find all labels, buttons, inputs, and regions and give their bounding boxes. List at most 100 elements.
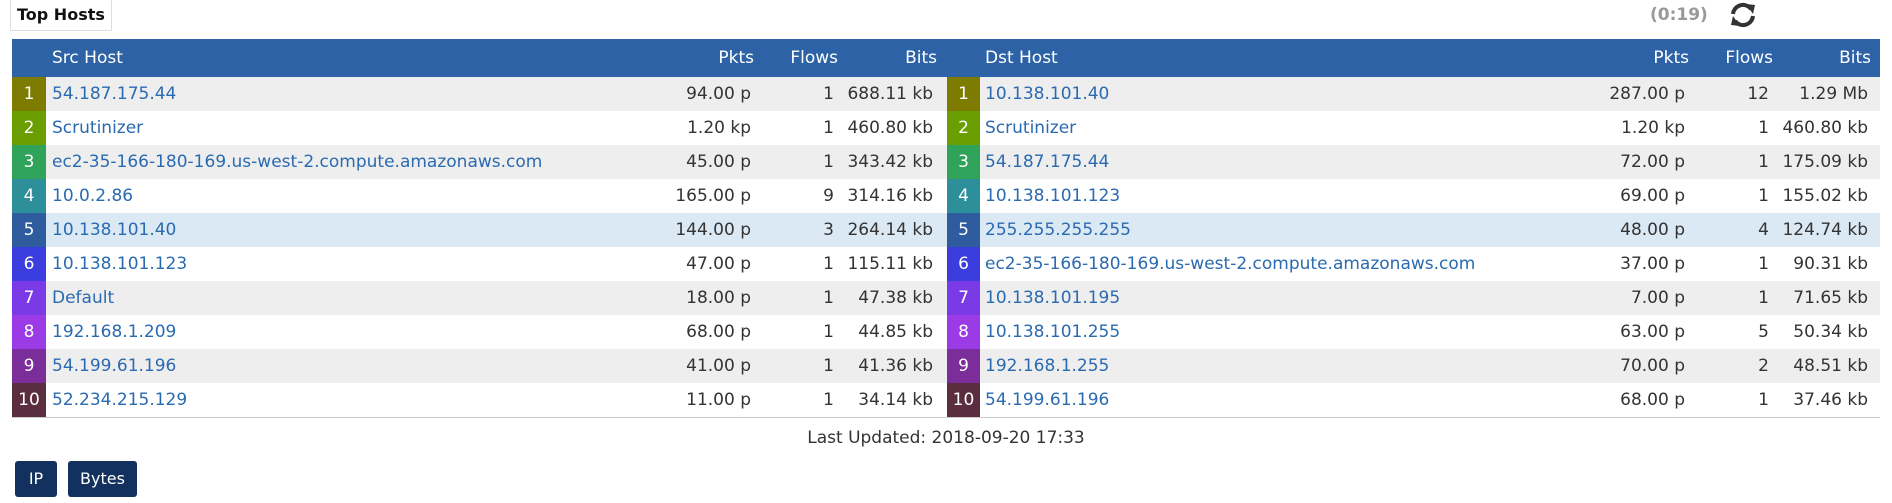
toggle-button[interactable]: Bytes [68,461,137,497]
host-link[interactable]: 54.187.175.44 [52,84,177,104]
host-link[interactable]: ec2-35-166-180-169.us-west-2.compute.ama… [985,254,1476,274]
host-link[interactable]: Scrutinizer [985,118,1077,138]
value-cell: 70.00 p [1620,356,1685,376]
value-cell: 18.00 p [686,288,751,308]
rank-cell: 8 [947,315,980,349]
toggle-button[interactable]: IP [15,461,57,497]
rank-cell: 6 [12,247,46,281]
value-cell: 69.00 p [1620,186,1685,206]
host-link[interactable]: 10.138.101.40 [52,220,177,240]
rank-cell: 7 [947,281,980,315]
refresh-button[interactable] [1728,1,1758,29]
value-cell: 1 [1758,152,1769,172]
host-link[interactable]: 54.199.61.196 [52,356,177,376]
host-link[interactable]: 10.138.101.123 [52,254,188,274]
host-link[interactable]: ec2-35-166-180-169.us-west-2.compute.ama… [52,152,543,172]
rank-cell: 1 [947,77,980,111]
value-cell: 287.00 p [1609,84,1685,104]
table-row [12,281,1880,315]
rank-cell: 5 [947,213,980,247]
value-cell: 48.00 p [1620,220,1685,240]
host-link[interactable]: 10.0.2.86 [52,186,134,206]
value-cell: 1 [823,288,834,308]
value-cell: 94.00 p [686,84,751,104]
value-cell: 68.00 p [686,322,751,342]
rank-cell: 9 [12,349,46,383]
column-header: Src Host [52,48,123,68]
host-link[interactable]: 54.187.175.44 [985,152,1110,172]
value-cell: 4 [1758,220,1769,240]
column-header: Flows [1725,48,1773,68]
column-header: Flows [790,48,838,68]
value-cell: 1 [823,152,834,172]
table-row [12,111,1880,145]
value-cell: 1 [823,322,834,342]
host-link[interactable]: 192.168.1.209 [52,322,177,342]
value-cell: 1 [823,356,834,376]
value-cell: 50.34 kb [1793,322,1868,342]
widget-title: Top Hosts [10,0,112,31]
host-link[interactable]: 255.255.255.255 [985,220,1132,240]
host-link[interactable]: 52.234.215.129 [52,390,188,410]
rank-cell: 4 [12,179,46,213]
value-cell: 1 [1758,186,1769,206]
rank-cell: 3 [947,145,980,179]
host-link[interactable]: Scrutinizer [52,118,144,138]
value-cell: 11.00 p [686,390,751,410]
rank-cell: 7 [12,281,46,315]
value-cell: 688.11 kb [847,84,933,104]
host-link[interactable]: 10.138.101.255 [985,322,1121,342]
table-row [12,145,1880,179]
host-link[interactable]: 54.199.61.196 [985,390,1110,410]
value-cell: 1 [823,118,834,138]
host-link[interactable]: Default [52,288,115,308]
value-cell: 12 [1747,84,1769,104]
host-link[interactable]: 10.138.101.123 [985,186,1121,206]
rank-cell: 2 [12,111,46,145]
column-header: Pkts [1653,48,1689,68]
rank-cell: 5 [12,213,46,247]
column-header: Bits [905,48,937,68]
column-header: Dst Host [985,48,1058,68]
value-cell: 115.11 kb [847,254,933,274]
value-cell: 1.20 kp [687,118,751,138]
host-link[interactable]: 192.168.1.255 [985,356,1110,376]
value-cell: 68.00 p [1620,390,1685,410]
value-cell: 124.74 kb [1782,220,1868,240]
value-cell: 3 [823,220,834,240]
value-cell: 264.14 kb [847,220,933,240]
table-row [12,77,1880,111]
value-cell: 90.31 kb [1793,254,1868,274]
value-cell: 1 [1758,118,1769,138]
column-header: Bits [1839,48,1871,68]
rank-cell: 6 [947,247,980,281]
value-cell: 37.00 p [1620,254,1685,274]
rank-cell: 4 [947,179,980,213]
value-cell: 1 [1758,390,1769,410]
value-cell: 47.00 p [686,254,751,274]
rank-cell: 10 [947,383,980,417]
value-cell: 44.85 kb [858,322,933,342]
value-cell: 7.00 p [1630,288,1685,308]
rank-cell: 1 [12,77,46,111]
value-cell: 45.00 p [686,152,751,172]
host-link[interactable]: 10.138.101.40 [985,84,1110,104]
value-cell: 314.16 kb [847,186,933,206]
rank-cell: 10 [12,383,46,417]
value-cell: 47.38 kb [858,288,933,308]
rank-cell: 9 [947,349,980,383]
value-cell: 2 [1758,356,1769,376]
rank-cell: 3 [12,145,46,179]
rank-cell: 2 [947,111,980,145]
rank-cell: 8 [12,315,46,349]
value-cell: 1.20 kp [1621,118,1685,138]
value-cell: 1.29 Mb [1799,84,1868,104]
value-cell: 1 [1758,288,1769,308]
table-border [12,417,1880,418]
refresh-timer: (0:19) [1650,5,1708,25]
value-cell: 34.14 kb [858,390,933,410]
value-cell: 71.65 kb [1793,288,1868,308]
table-row [12,213,1880,247]
host-link[interactable]: 10.138.101.195 [985,288,1121,308]
